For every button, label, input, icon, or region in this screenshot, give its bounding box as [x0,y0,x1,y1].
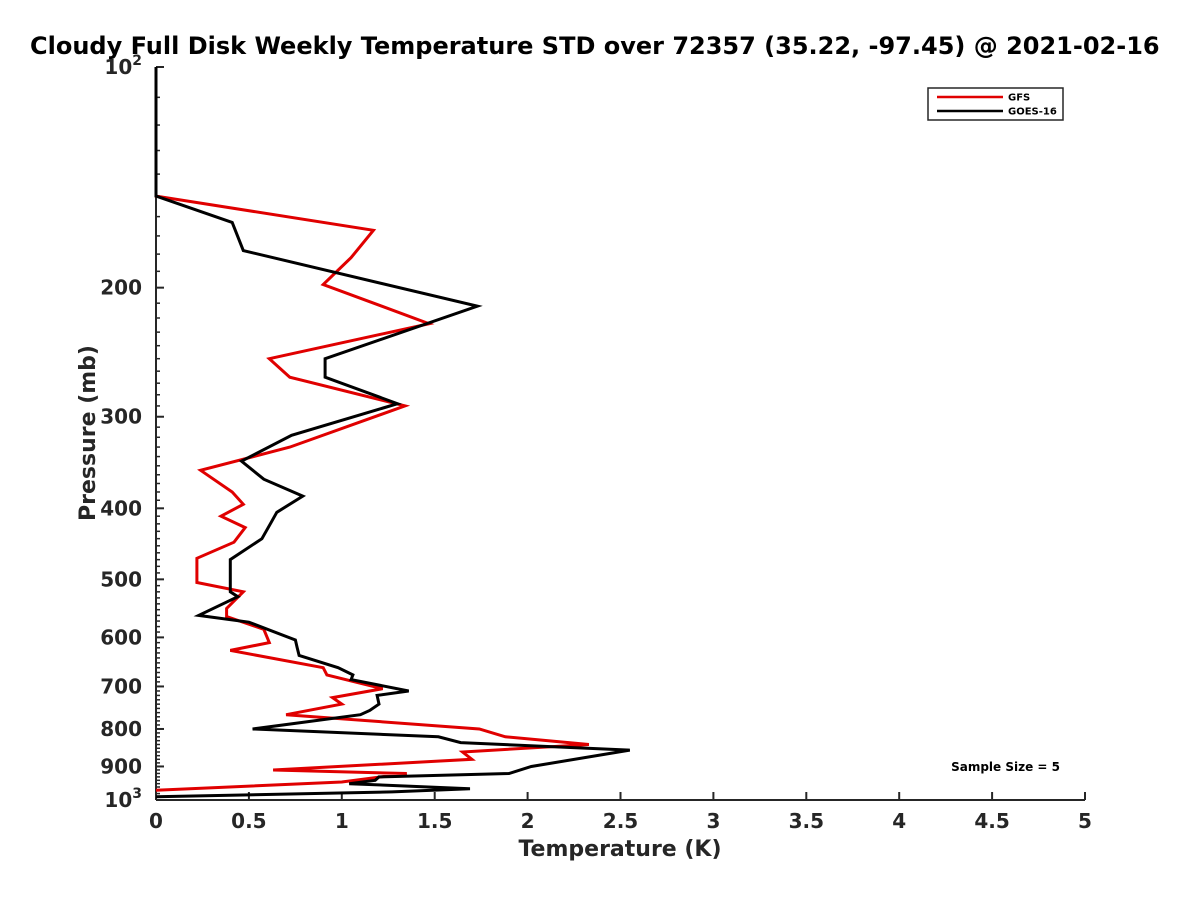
series-layer [154,67,631,799]
x-tick-label: 3 [706,809,720,833]
x-tick-label: 1 [335,809,349,833]
y-tick-label: 200 [100,276,142,300]
legend: GFS GOES-16 [927,87,1064,121]
x-axis-label: Temperature (K) [518,837,721,862]
y-tick-label: 700 [100,674,142,698]
y-tick-label: 400 [100,496,142,520]
y-tick-label: 900 [100,754,142,778]
series-line-gfs [154,67,590,792]
chart-title: Cloudy Full Disk Weekly Temperature STD … [30,32,1160,60]
x-tick-label: 3.5 [789,809,824,833]
legend-label-gfs: GFS [1008,93,1030,104]
y-axis-label: Pressure (mb) [76,345,101,521]
legend-label-goes-16: GOES-16 [1008,107,1057,118]
x-tick-label: 4 [892,809,906,833]
axes-group: 0 0.5 1 1.5 2 2.5 3 3.5 4 4.5 5 102 200 300 400 500 600 7… [100,53,1092,833]
x-tick-label: 2 [521,809,535,833]
sample-size-annotation: Sample Size = 5 [951,760,1060,774]
x-tick-label: 0.5 [231,809,266,833]
x-tick-label: 4.5 [974,809,1009,833]
series-line-goes-16 [154,67,631,799]
x-tick-label: 0 [149,809,163,833]
y-tick-label: 102 [104,53,142,79]
x-tick-label: 2.5 [603,809,638,833]
y-tick-label: 600 [100,625,142,649]
legend-box [927,87,1064,121]
x-tick-label: 5 [1078,809,1092,833]
y-tick-label: 800 [100,717,142,741]
y-tick-label: 103 [104,786,142,812]
y-tick-label: 300 [100,405,142,429]
x-tick-label: 1.5 [417,809,452,833]
y-tick-label: 500 [100,567,142,591]
